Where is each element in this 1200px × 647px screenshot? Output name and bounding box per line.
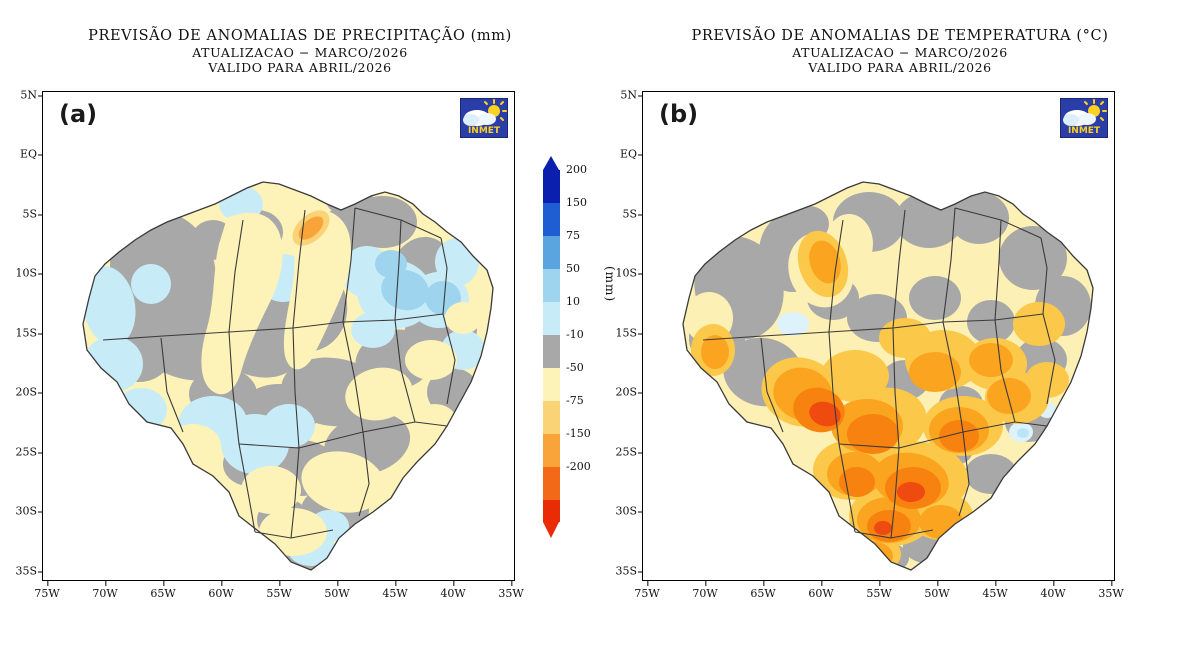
x-tick-left-7: 40W xyxy=(440,581,466,600)
x-tick-right-7: 40W xyxy=(1040,581,1066,600)
precipitation-map-canvas xyxy=(43,92,514,580)
y-tick-right-1: EQ xyxy=(620,148,643,161)
y-tick-right-8: 35S xyxy=(615,565,643,578)
temperature-map-canvas xyxy=(643,92,1114,580)
precipitation-colorbar: 200 150 75 50 10 -10 -50 -75 -150 xyxy=(543,156,617,538)
colorbar-left-seg-5: -10 xyxy=(543,328,584,368)
x-tick-right-4: 55W xyxy=(866,581,892,600)
y-tick-right-0: 5N xyxy=(620,89,643,102)
colorbar-left-seg-7: -75 xyxy=(543,394,584,434)
y-tick-left-3: 10S xyxy=(15,267,43,280)
colorbar-left-seg-1: 150 xyxy=(543,196,587,236)
colorbar-left-label-5: -10 xyxy=(566,328,584,341)
x-tick-left-6: 45W xyxy=(382,581,408,600)
temperature-map-svg xyxy=(643,92,1113,579)
y-tick-left-1: EQ xyxy=(20,148,43,161)
colorbar-left-body: 200 150 75 50 10 -10 -50 -75 -150 xyxy=(543,163,591,522)
colorbar-left-label-3: 50 xyxy=(566,262,580,275)
colorbar-left-label-4: 10 xyxy=(566,295,580,308)
temperature-subtitle-valid: VALIDO PARA ABRIL/2026 xyxy=(808,60,992,75)
colorbar-left-seg-4: 10 xyxy=(543,295,580,335)
x-tick-left-2: 65W xyxy=(150,581,176,600)
inmet-logo-text-right: INMET xyxy=(1068,126,1101,136)
temperature-state-borders xyxy=(682,181,1094,571)
panel-precipitation: PREVISÃO DE ANOMALIAS DE PRECIPITAÇÃO (m… xyxy=(0,28,617,601)
colorbar-left-label-2: 75 xyxy=(566,229,580,242)
colorbar-left-seg-3: 50 xyxy=(543,262,580,302)
x-tick-left-0: 75W xyxy=(34,581,60,600)
precipitation-subtitle-valid: VALIDO PARA ABRIL/2026 xyxy=(208,60,392,75)
precipitation-map-svg xyxy=(43,92,513,579)
x-tick-left-3: 60W xyxy=(208,581,234,600)
panel-letter-b: (b) xyxy=(659,100,699,128)
y-tick-right-7: 30S xyxy=(615,505,643,518)
x-tick-right-1: 70W xyxy=(692,581,718,600)
colorbar-left-label-7: -75 xyxy=(566,394,584,407)
x-tick-left-8: 35W xyxy=(498,581,524,600)
colorbar-left-label-6: -50 xyxy=(566,361,584,374)
colorbar-left-seg-6: -50 xyxy=(543,361,584,401)
x-tick-left-4: 55W xyxy=(266,581,292,600)
x-tick-right-2: 65W xyxy=(750,581,776,600)
y-tick-left-2: 5S xyxy=(22,208,43,221)
y-tick-left-0: 5N xyxy=(20,89,43,102)
panel-temperature: PREVISÃO DE ANOMALIAS DE TEMPERATURA (°C… xyxy=(600,0,1200,647)
x-tick-right-3: 60W xyxy=(808,581,834,600)
colorbar-left-units: (mm) xyxy=(603,266,617,303)
temperature-title-block: PREVISÃO DE ANOMALIAS DE TEMPERATURA (°C… xyxy=(600,28,1200,75)
x-tick-right-0: 75W xyxy=(634,581,660,600)
inmet-logo-text: INMET xyxy=(468,126,501,136)
inmet-logo-icon-right: INMET xyxy=(1063,99,1107,136)
colorbar-left-cap-top xyxy=(543,156,559,170)
colorbar-left-seg-10 xyxy=(543,500,560,522)
y-tick-left-6: 25S xyxy=(15,446,43,459)
temperature-map-frame: (b) INMET 5N EQ 5S 10S xyxy=(615,89,1123,601)
y-tick-right-4: 15S xyxy=(615,327,643,340)
y-tick-left-8: 35S xyxy=(15,565,43,578)
precipitation-title: PREVISÃO DE ANOMALIAS DE PRECIPITAÇÃO (m… xyxy=(88,28,512,44)
precipitation-state-borders xyxy=(82,181,494,571)
temperature-subtitle-update: ATUALIZACAO − MARCO/2026 xyxy=(792,45,1008,60)
inmet-logo-icon: INMET xyxy=(463,99,507,136)
colorbar-left-label-9: -200 xyxy=(566,460,591,473)
inmet-logo-left: INMET xyxy=(460,98,508,138)
x-tick-right-5: 50W xyxy=(924,581,950,600)
x-tick-right-8: 35W xyxy=(1098,581,1124,600)
x-tick-left-5: 50W xyxy=(324,581,350,600)
y-tick-left-7: 30S xyxy=(15,505,43,518)
y-tick-left-4: 15S xyxy=(15,327,43,340)
y-tick-right-6: 25S xyxy=(615,446,643,459)
colorbar-left-label-1: 150 xyxy=(566,196,587,209)
y-tick-right-2: 5S xyxy=(622,208,643,221)
colorbar-left-seg-0: 200 xyxy=(543,163,587,203)
x-tick-left-1: 70W xyxy=(92,581,118,600)
colorbar-left-label-0: 200 xyxy=(566,163,587,176)
precipitation-map-frame: (a) INMET 5N EQ 5S xyxy=(15,89,523,601)
precipitation-title-block: PREVISÃO DE ANOMALIAS DE PRECIPITAÇÃO (m… xyxy=(0,28,600,75)
colorbar-left-seg-2: 75 xyxy=(543,229,580,269)
colorbar-left-cap-bottom xyxy=(543,522,559,538)
colorbar-left-seg-9: -200 xyxy=(543,460,591,500)
inmet-logo-right: INMET xyxy=(1060,98,1108,138)
y-tick-right-3: 10S xyxy=(615,267,643,280)
y-tick-left-5: 20S xyxy=(15,386,43,399)
y-tick-right-5: 20S xyxy=(615,386,643,399)
temperature-title: PREVISÃO DE ANOMALIAS DE TEMPERATURA (°C… xyxy=(691,28,1109,44)
precipitation-subtitle-update: ATUALIZACAO − MARCO/2026 xyxy=(192,45,408,60)
panel-letter-a: (a) xyxy=(59,100,98,128)
colorbar-left-seg-8: -150 xyxy=(543,427,591,467)
colorbar-left-label-8: -150 xyxy=(566,427,591,440)
x-tick-right-6: 45W xyxy=(982,581,1008,600)
